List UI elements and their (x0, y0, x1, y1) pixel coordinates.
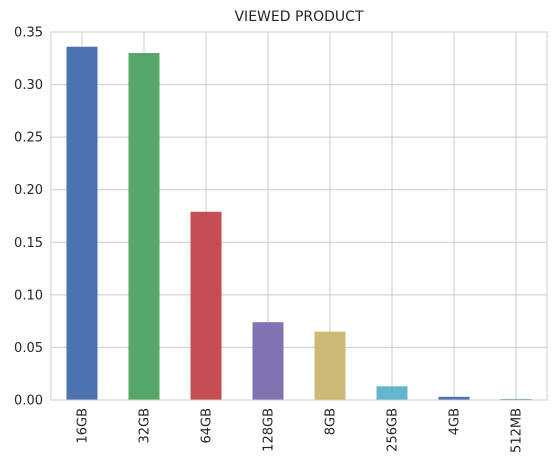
bar-128gb (252, 322, 284, 400)
x-tick-label: 8GB (324, 408, 339, 435)
y-tick-label: 0.05 (14, 341, 43, 356)
x-tick-label: 128GB (262, 408, 277, 452)
bar-4gb (438, 396, 470, 400)
y-tick-label: 0.10 (14, 288, 43, 303)
y-tick-label: 0.20 (14, 183, 43, 198)
bar-32gb (128, 53, 160, 401)
y-tick-label: 0.35 (14, 26, 43, 41)
bar-512mb (500, 398, 532, 400)
chart-title: VIEWED PRODUCT (234, 9, 363, 25)
x-tick-label: 32GB (138, 408, 153, 444)
bar-16gb (66, 46, 98, 400)
x-axis-ticks: 16GB 32GB 64GB 128GB 8GB 256GB 4GB 512MB (76, 408, 525, 453)
y-tick-label: 0.15 (14, 236, 43, 251)
x-tick-label: 16GB (76, 408, 91, 444)
y-axis-ticks: 0.00 0.05 0.10 0.15 0.20 0.25 0.30 0.35 (14, 26, 43, 409)
plot-frame (50, 31, 548, 401)
bar-64gb (190, 211, 222, 400)
x-tick-label: 64GB (200, 408, 215, 444)
x-tick-label: 256GB (386, 408, 401, 452)
y-tick-label: 0.30 (14, 78, 43, 93)
bar-256gb (376, 386, 408, 400)
x-tick-label: 4GB (448, 408, 463, 435)
x-tick-label: 512MB (510, 408, 525, 453)
y-tick-label: 0.25 (14, 131, 43, 146)
bar-8gb (314, 331, 346, 400)
grid (51, 31, 547, 401)
y-tick-label: 0.00 (14, 394, 43, 409)
bars (66, 46, 532, 401)
